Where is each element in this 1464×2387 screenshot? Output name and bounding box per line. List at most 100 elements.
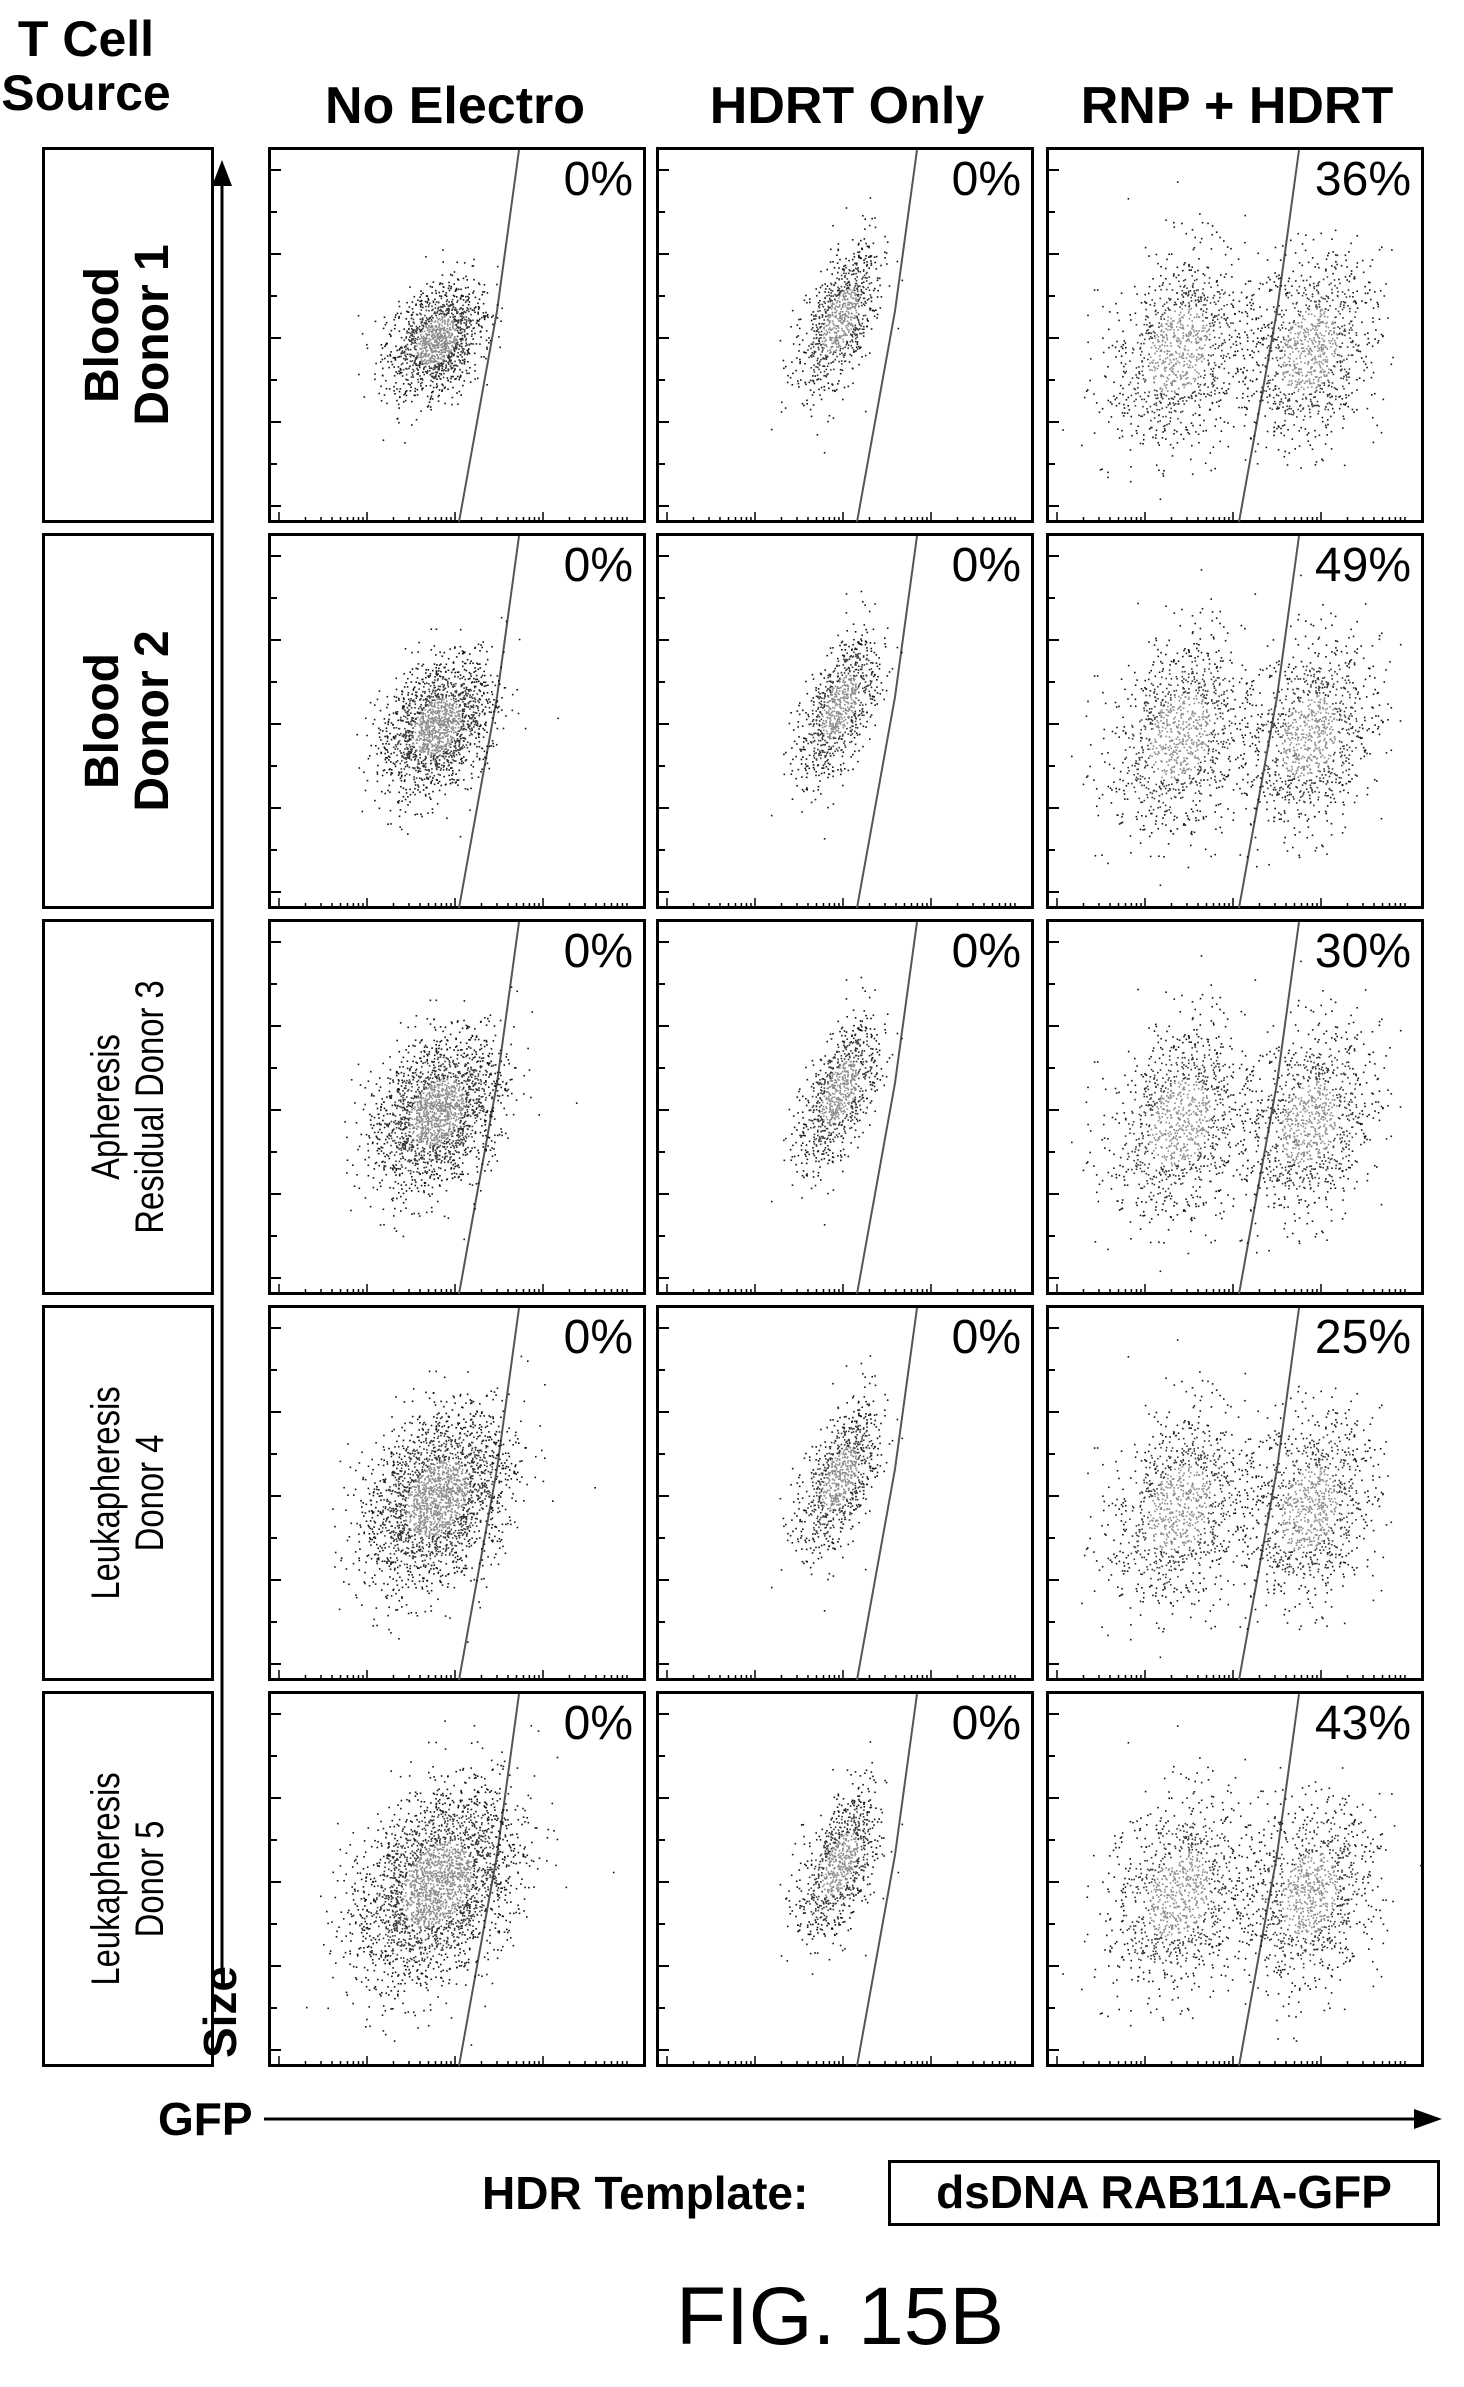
- event-point: [1227, 324, 1229, 326]
- event-point: [1298, 430, 1300, 432]
- event-point: [466, 299, 468, 302]
- event-point: [1188, 433, 1191, 435]
- event-point: [1211, 313, 1213, 315]
- event-point: [817, 305, 820, 308]
- event-point: [812, 311, 815, 313]
- event-point: [1107, 399, 1110, 402]
- event-point: [840, 335, 843, 337]
- event-point: [871, 217, 873, 220]
- event-point: [1302, 279, 1305, 282]
- event-point: [411, 327, 413, 330]
- event-point: [462, 295, 464, 297]
- event-point: [1200, 348, 1203, 350]
- event-point: [1135, 392, 1137, 395]
- event-point: [1176, 360, 1179, 363]
- event-point: [1160, 390, 1163, 392]
- event-point: [430, 408, 432, 411]
- event-point: [449, 337, 451, 339]
- event-point: [1177, 345, 1179, 347]
- event-point: [1282, 245, 1284, 247]
- event-point: [491, 316, 493, 318]
- event-point: [436, 321, 439, 323]
- event-point: [456, 342, 458, 344]
- event-point: [1348, 376, 1350, 378]
- event-point: [839, 315, 842, 318]
- event-point: [411, 308, 414, 310]
- event-point: [428, 309, 430, 312]
- event-point: [1141, 398, 1143, 401]
- event-point: [419, 361, 421, 363]
- event-point: [498, 705, 500, 708]
- event-point: [1304, 355, 1307, 358]
- event-point: [1124, 342, 1127, 344]
- event-point: [430, 397, 432, 399]
- event-point: [1318, 325, 1321, 327]
- event-point: [1199, 424, 1201, 427]
- column-title-rnp-hdrt: RNP + HDRT: [1044, 76, 1430, 136]
- event-point: [480, 336, 482, 338]
- event-point: [1235, 372, 1237, 375]
- event-point: [454, 368, 456, 370]
- event-point: [851, 306, 853, 309]
- event-point: [1157, 397, 1159, 399]
- event-point: [1244, 283, 1247, 285]
- event-point: [848, 287, 850, 290]
- event-point: [411, 333, 414, 336]
- event-point: [873, 315, 876, 318]
- event-point: [1188, 305, 1190, 308]
- event-point: [444, 316, 446, 318]
- event-point: [850, 296, 852, 298]
- event-point: [438, 734, 441, 737]
- event-point: [1358, 377, 1361, 379]
- event-point: [844, 302, 847, 305]
- event-point: [1372, 321, 1374, 323]
- event-point: [1154, 310, 1157, 313]
- source-box-5: Leukapheresis Donor 5: [42, 1691, 214, 2067]
- event-point: [437, 318, 440, 321]
- event-point: [428, 343, 430, 345]
- event-point: [846, 282, 848, 285]
- event-point: [393, 385, 395, 388]
- event-point: [1382, 335, 1384, 338]
- event-point: [1283, 313, 1285, 316]
- event-point: [831, 342, 833, 345]
- event-point: [1310, 373, 1313, 376]
- event-point: [1212, 325, 1215, 327]
- event-point: [1316, 329, 1319, 331]
- event-point: [1277, 313, 1280, 316]
- event-point: [483, 316, 486, 319]
- event-point: [823, 326, 825, 328]
- event-point: [1167, 307, 1169, 309]
- event-point: [1313, 378, 1315, 381]
- event-point: [431, 286, 433, 288]
- event-point: [1322, 344, 1325, 346]
- event-point: [1193, 292, 1196, 294]
- event-point: [430, 342, 432, 344]
- event-point: [444, 294, 447, 296]
- event-point: [455, 337, 457, 340]
- event-point: [868, 224, 871, 227]
- event-point: [1297, 350, 1300, 353]
- event-point: [1127, 396, 1130, 399]
- event-point: [1188, 263, 1190, 266]
- event-point: [1191, 356, 1193, 359]
- event-point: [1158, 326, 1160, 328]
- event-point: [433, 737, 436, 739]
- event-point: [1157, 262, 1159, 265]
- event-point: [454, 320, 456, 323]
- event-point: [1144, 338, 1146, 341]
- event-point: [1141, 334, 1144, 336]
- event-point: [1307, 405, 1310, 407]
- event-point: [1321, 458, 1323, 461]
- event-point: [1101, 407, 1104, 410]
- event-point: [1311, 323, 1314, 326]
- event-point: [434, 368, 436, 370]
- event-point: [1204, 274, 1206, 277]
- event-point: [436, 345, 438, 347]
- event-point: [856, 284, 859, 287]
- event-point: [480, 356, 483, 358]
- event-point: [897, 327, 900, 330]
- event-point: [1330, 282, 1332, 285]
- event-point: [1161, 340, 1164, 343]
- event-point: [1157, 335, 1160, 338]
